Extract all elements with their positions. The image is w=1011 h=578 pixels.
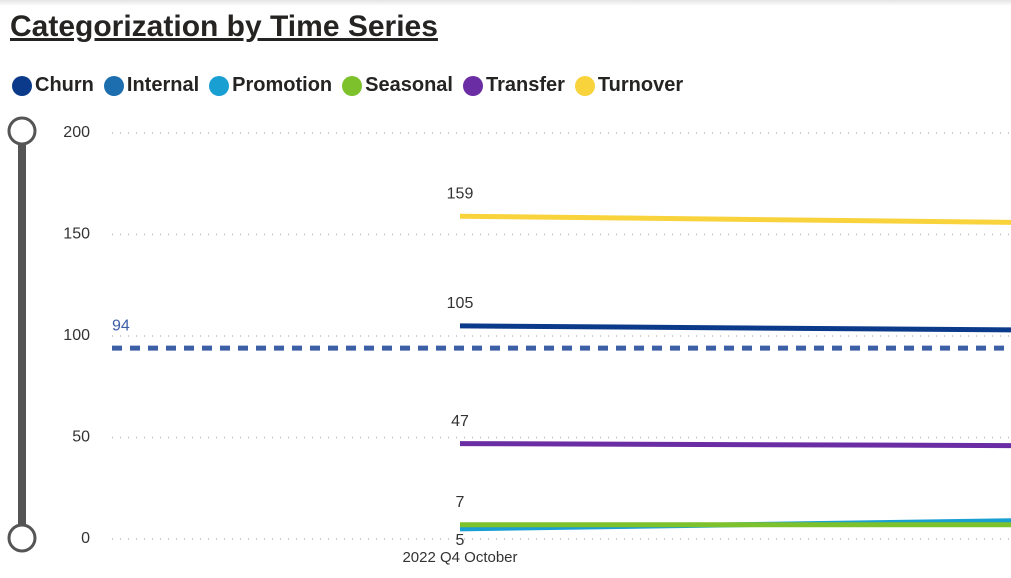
legend-item[interactable]: Transfer [462,74,565,97]
legend-marker [103,75,124,96]
legend-label: Turnover [597,74,684,96]
legend-label: Churn [35,74,94,96]
top-shadow [0,0,1011,6]
legend-item[interactable]: Turnover [574,74,684,97]
slider-handle[interactable] [7,523,37,553]
legend-label: Promotion [232,74,333,96]
legend: Churn Internal Promotion Seasonal Transfer Tu… [12,74,683,97]
legend-label: Transfer [485,74,565,96]
y-tick-label: 0 [81,530,90,547]
reference-label: 94 [112,317,130,334]
line [459,441,1011,449]
line [459,323,1011,333]
x-tick-label: 2022 Q4 October [402,549,517,566]
legend-marker [462,75,483,96]
legend-marker [342,75,363,96]
legend-item[interactable]: Seasonal [342,74,453,97]
legend-item[interactable]: Promotion [209,74,332,97]
y-tick-label: 150 [63,226,90,243]
data-label: 47 [451,413,469,430]
legend-marker [574,75,595,96]
legend-label: Seasonal [365,74,453,96]
legend-item[interactable]: Churn [12,74,94,97]
line [459,213,1011,225]
data-label: 105 [447,295,474,312]
y-tick-label: 100 [63,327,90,344]
slider-handle[interactable] [7,116,37,146]
legend-item[interactable]: Internal [103,74,200,97]
y-tick-label: 200 [63,124,90,141]
chart-title: Categorization by Time Series [10,10,438,43]
legend-marker [12,75,32,96]
legend-label: Internal [126,74,200,96]
y-tick-label: 50 [72,429,90,446]
data-label: 159 [447,185,474,202]
legend-marker [209,75,230,96]
data-label: 5 [456,532,465,549]
data-label: 7 [456,494,465,511]
